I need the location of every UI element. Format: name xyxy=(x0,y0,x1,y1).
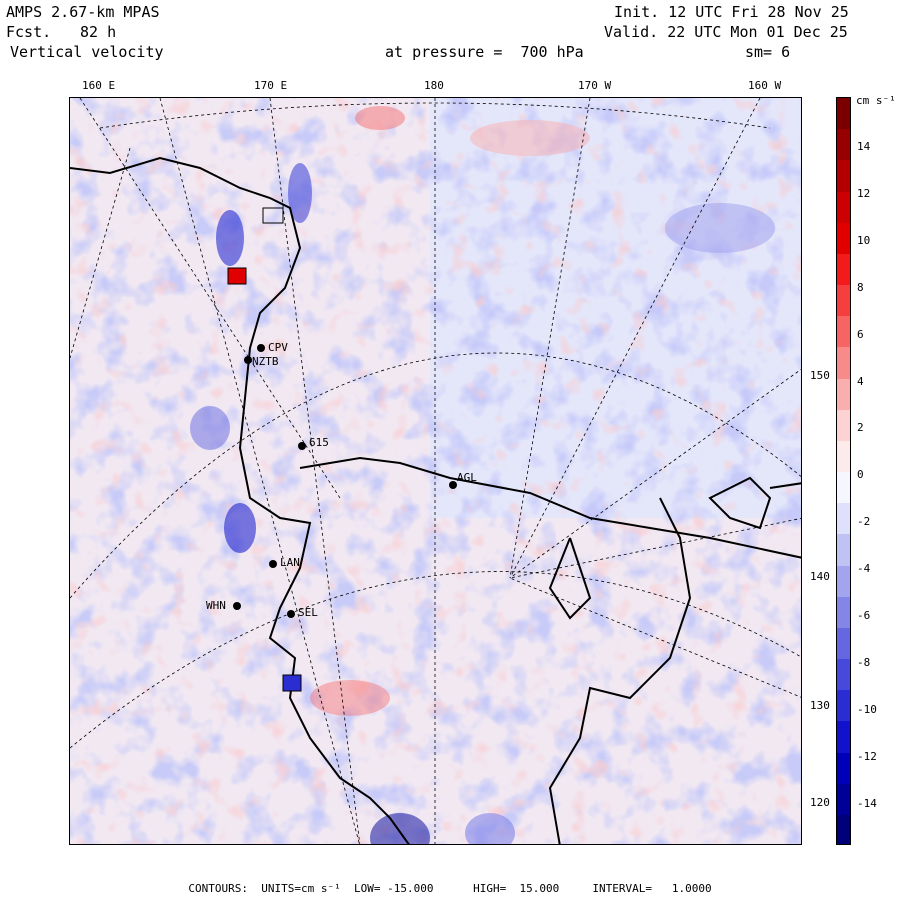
colorbar-tick-label: -14 xyxy=(857,796,877,810)
colorbar-tick-label: 4 xyxy=(857,374,864,388)
station-label-615: 615 xyxy=(309,436,329,449)
station-label-nztb: NZTB xyxy=(252,355,279,368)
colorbar-swatch xyxy=(837,472,850,504)
colorbar-swatch xyxy=(837,690,850,722)
colorbar-tick-label: 2 xyxy=(857,421,864,435)
station-dot-sel xyxy=(287,610,295,618)
colorbar-swatch xyxy=(837,316,850,348)
model-marker-box xyxy=(227,267,247,285)
colorbar-swatch xyxy=(837,98,850,130)
station-dot-agl xyxy=(449,481,457,489)
colorbar-swatch xyxy=(837,565,850,598)
lon-label-170e: 170 E xyxy=(254,79,288,92)
colorbar-swatch xyxy=(837,534,850,566)
forecast-label: Fcst. xyxy=(6,23,52,41)
graticule xyxy=(70,98,801,844)
colorbar-swatch xyxy=(837,253,850,286)
colorbar-tick-label: 12 xyxy=(857,186,871,200)
colorbar-tick-label: 0 xyxy=(857,468,864,482)
colorbar-swatch xyxy=(837,129,850,161)
coastline xyxy=(70,156,801,844)
station-markers xyxy=(227,207,457,692)
colorbar-swatch xyxy=(837,814,850,844)
colorbar-tick-label: -4 xyxy=(857,562,871,576)
model-title: AMPS 2.67-km MPAS xyxy=(6,3,160,21)
colorbar-swatch xyxy=(837,378,850,411)
map-canvas xyxy=(70,98,801,844)
init-time: Init. 12 UTC Fri 28 Nov 25 xyxy=(614,3,849,21)
colorbar-swatch xyxy=(837,222,850,255)
colorbar-swatch xyxy=(837,721,850,753)
colorbar-tick-label: -8 xyxy=(857,655,871,669)
station-dot-nztb xyxy=(244,356,252,364)
station-dot-cpv xyxy=(257,344,265,352)
colorbar-tick-label: -6 xyxy=(857,609,871,622)
station-label-cpv: CPV xyxy=(268,341,288,354)
map-panel xyxy=(69,97,802,845)
colorbar-tick-label: 14 xyxy=(857,140,871,153)
forecast-value: 82 h xyxy=(80,23,117,41)
variable-name: Vertical velocity xyxy=(10,43,164,61)
colorbar-swatch xyxy=(837,752,850,785)
colorbar xyxy=(836,97,851,845)
strong-updraft-cells xyxy=(190,106,775,844)
station-label-whn: WHN xyxy=(206,599,226,612)
lon-label-170w: 170 W xyxy=(578,79,612,92)
lon-label-180: 180 xyxy=(424,79,444,92)
colorbar-swatch xyxy=(837,347,850,379)
station-dot-615 xyxy=(298,442,306,450)
station-dot-whn xyxy=(233,602,241,610)
pressure-level: at pressure = 700 hPa xyxy=(385,43,584,61)
valid-time: Valid. 22 UTC Mon 01 Dec 25 xyxy=(604,23,848,41)
lon-label-160w: 160 W xyxy=(748,79,782,92)
colorbar-swatch xyxy=(837,440,850,473)
colorbar-tick-label: -10 xyxy=(857,702,877,716)
colorbar-tick-label: 8 xyxy=(857,280,864,294)
colorbar-swatch xyxy=(837,191,850,224)
colorbar-tick-label: -12 xyxy=(857,749,877,763)
model-marker-box xyxy=(282,674,302,692)
station-label-agl: AGL xyxy=(457,471,477,484)
colorbar-swatch xyxy=(837,409,850,442)
colorbar-swatch xyxy=(837,285,850,317)
station-label-sel: SEL xyxy=(298,606,318,619)
colorbar-tick-label: -2 xyxy=(857,515,871,529)
smoothing-value: sm= 6 xyxy=(745,43,791,61)
contour-info: CONTOURS: UNITS=cm s⁻¹ LOW= -15.000 HIGH… xyxy=(188,882,712,895)
lon-label-160e: 160 E xyxy=(82,79,116,92)
station-dot-lan xyxy=(269,560,277,568)
model-marker-box xyxy=(262,207,284,224)
colorbar-swatch xyxy=(837,783,850,816)
colorbar-swatch xyxy=(837,596,850,629)
colorbar-tick-label: 10 xyxy=(857,233,871,247)
station-label-lan: LAN xyxy=(280,556,300,569)
colorbar-swatch xyxy=(837,659,850,691)
colorbar-swatch xyxy=(837,627,850,660)
colorbar-units: cm s⁻¹ xyxy=(856,94,896,107)
colorbar-swatch xyxy=(837,503,850,535)
colorbar-swatch xyxy=(837,160,850,192)
colorbar-tick-label: 6 xyxy=(857,327,864,341)
